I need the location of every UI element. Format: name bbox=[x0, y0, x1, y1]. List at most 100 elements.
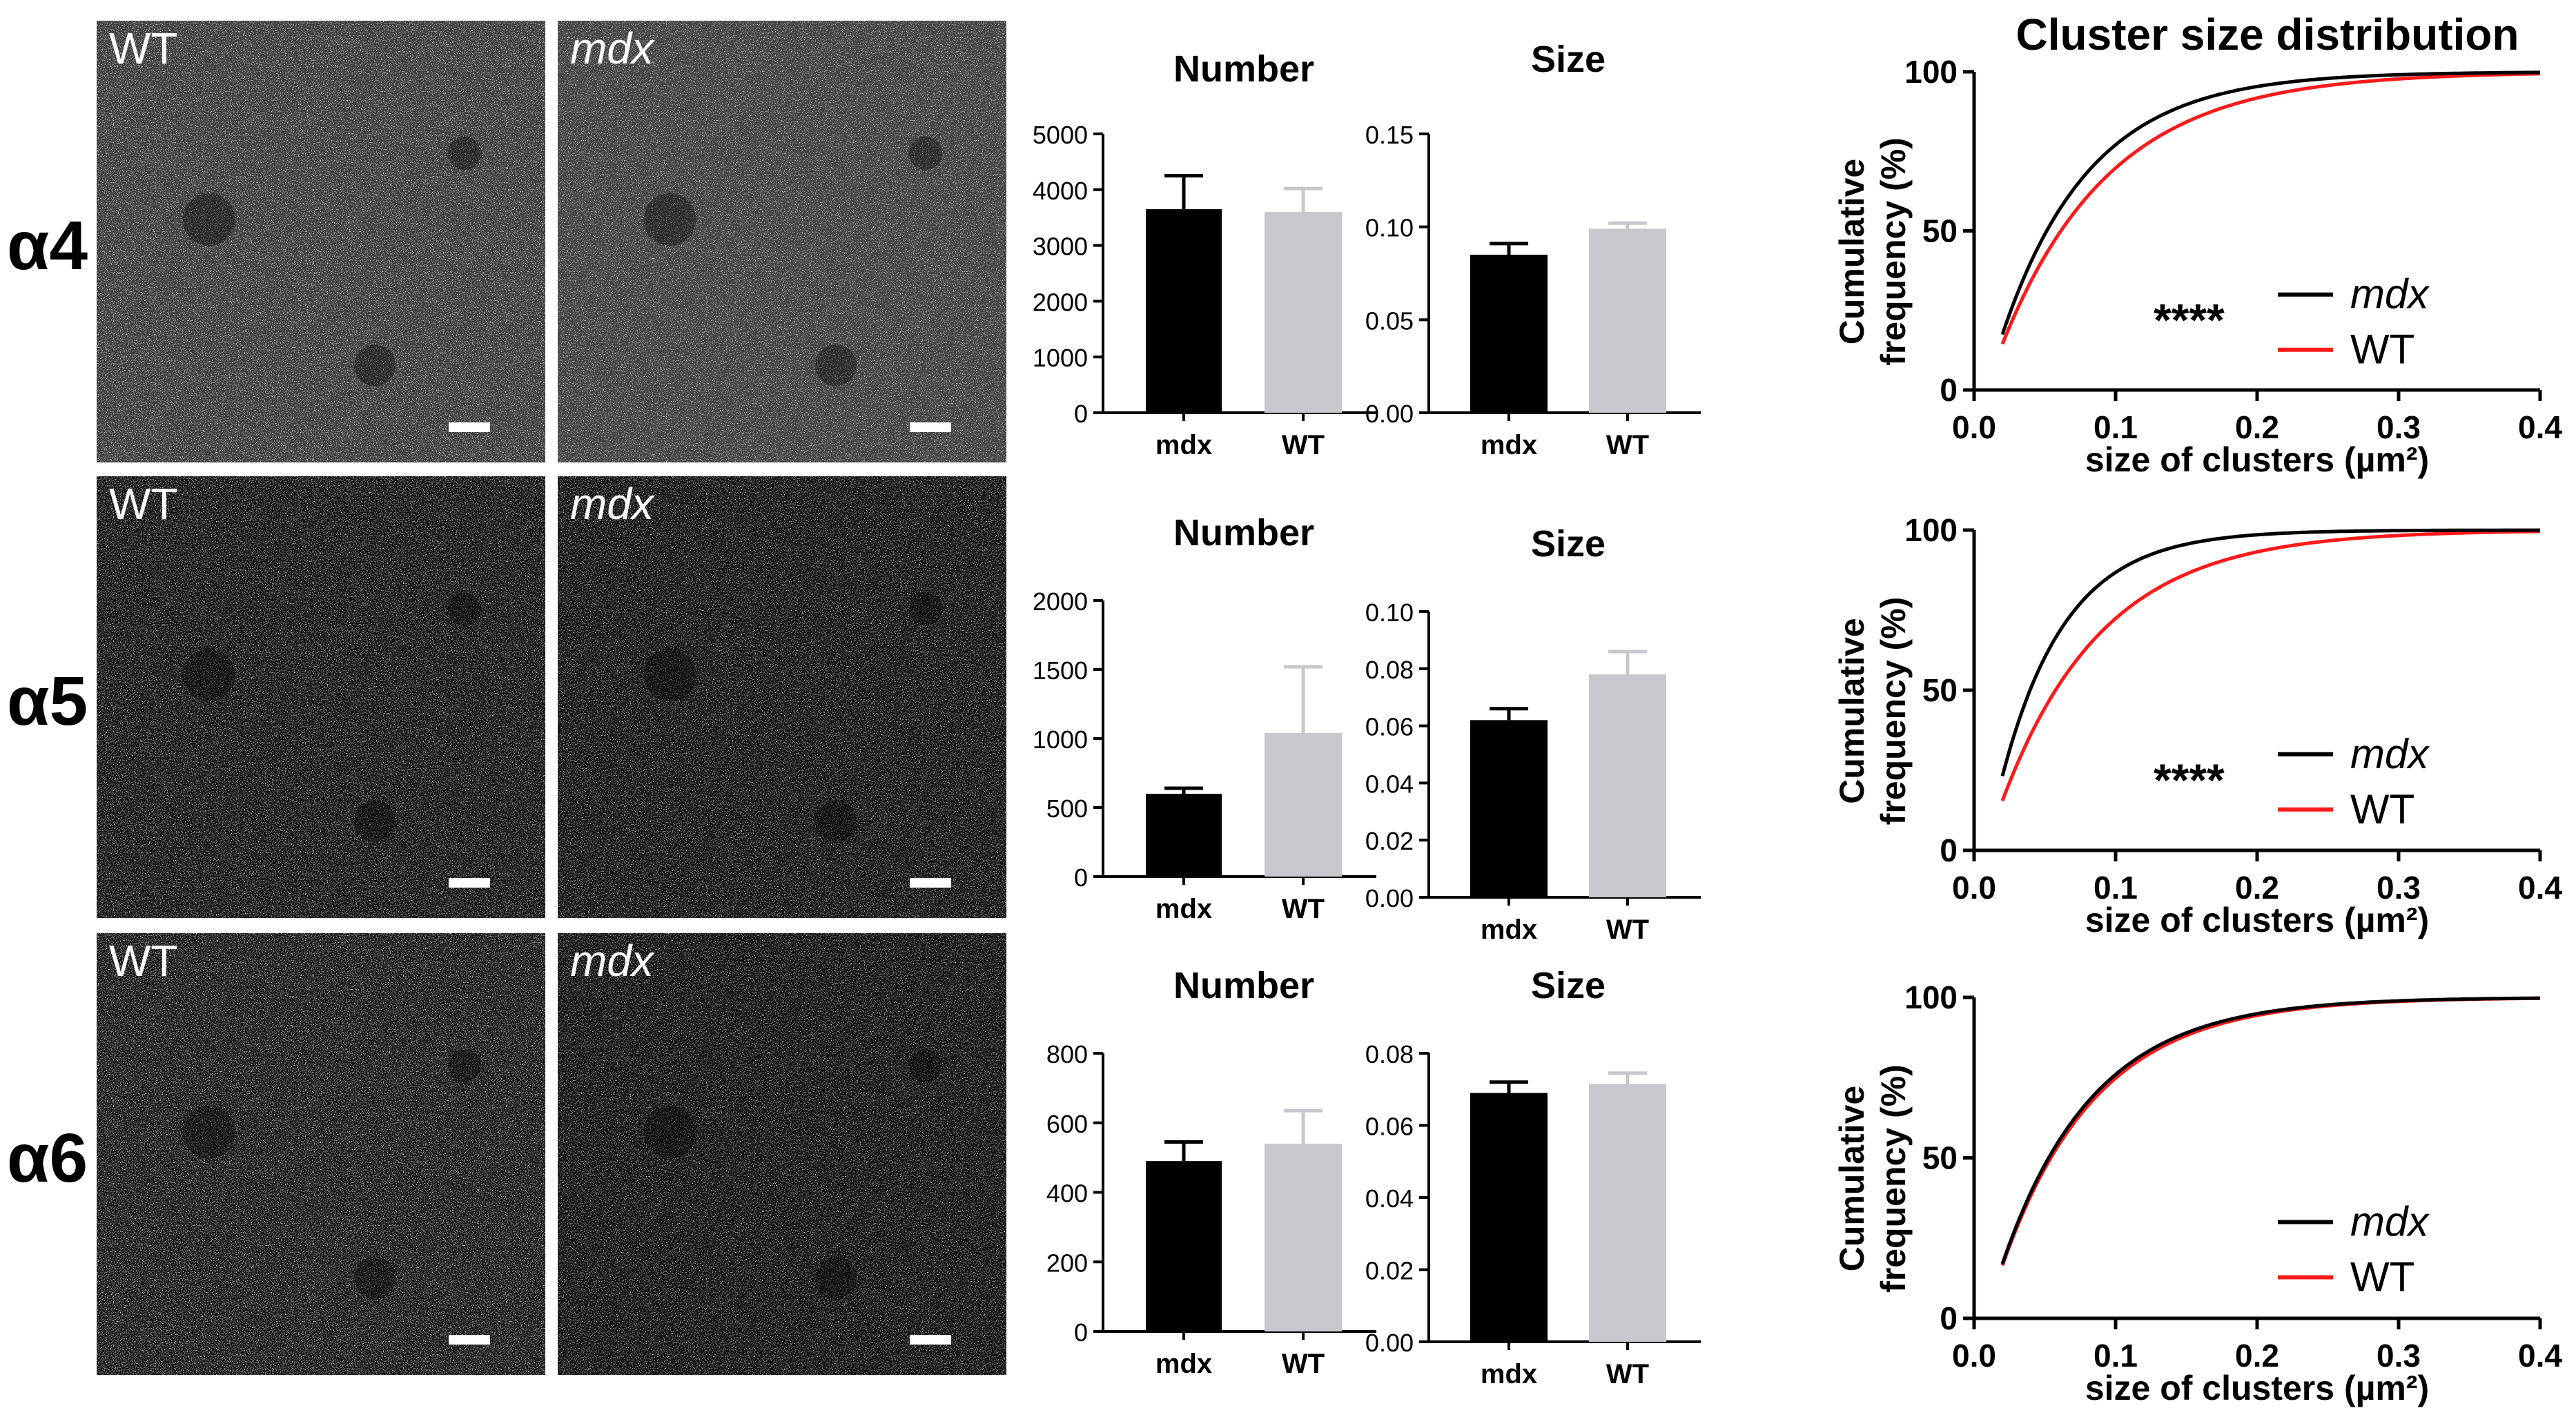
size-bar-wt bbox=[1589, 1084, 1666, 1342]
number-y-tick-label: 4000 bbox=[1033, 177, 1088, 205]
size-title: Size bbox=[1531, 523, 1606, 565]
number-chart: Number 0 200 400 600 800 mdx WT bbox=[1046, 965, 1376, 1379]
micrograph-speckle-texture bbox=[97, 933, 545, 1375]
size-bar-mdx bbox=[1470, 1093, 1548, 1342]
number-y-tick-label: 200 bbox=[1046, 1249, 1088, 1277]
size-chart: Size 0.00 0.02 0.04 0.06 0.08 0.10 mdx WT bbox=[1365, 523, 1701, 945]
scale-bar bbox=[449, 422, 490, 432]
micrograph-label: WT bbox=[109, 479, 178, 529]
cdf-x-tick-label: 0.4 bbox=[2518, 1338, 2562, 1374]
cdf-y-tick-label: 100 bbox=[1904, 979, 1958, 1015]
number-y-tick-label: 1000 bbox=[1033, 725, 1088, 754]
scale-bar bbox=[449, 878, 490, 888]
cdf-y-tick-label: 0 bbox=[1940, 1300, 1958, 1336]
cdf-x-tick-label: 0.1 bbox=[2094, 1338, 2138, 1374]
size-y-tick-label: 0.05 bbox=[1365, 306, 1414, 335]
cdf-x-tick-label: 0.3 bbox=[2377, 1338, 2421, 1374]
micrograph-dark-spot bbox=[815, 1257, 857, 1299]
micrograph-dark-spot bbox=[448, 137, 481, 170]
size-chart: Size 0.00 0.05 0.10 0.15 mdx WT bbox=[1365, 39, 1701, 460]
micrograph-dark-spot bbox=[182, 1106, 235, 1158]
cdf-y-axis-label-line2: frequency (%) bbox=[1874, 597, 1913, 826]
size-y-tick-label: 0.10 bbox=[1365, 598, 1414, 627]
number-y-tick-label: 1000 bbox=[1033, 344, 1088, 372]
row-label: α5 bbox=[7, 663, 88, 740]
cdf-x-tick-label: 0.2 bbox=[2235, 409, 2279, 445]
cdf-y-tick-label: 100 bbox=[1904, 54, 1958, 90]
number-y-tick-label: 5000 bbox=[1033, 121, 1088, 149]
micrograph-dark-spot bbox=[182, 193, 235, 246]
number-bar-mdx bbox=[1146, 794, 1222, 877]
cdf-y-tick-label: 0 bbox=[1940, 832, 1958, 868]
size-bar-mdx bbox=[1470, 720, 1548, 897]
number-y-tick-label: 500 bbox=[1046, 794, 1088, 823]
cdf-series-wt-line bbox=[2000, 529, 2541, 802]
number-x-tick-label: mdx bbox=[1155, 894, 1212, 924]
cdf-x-tick-label: 0.4 bbox=[2518, 870, 2562, 906]
number-x-tick-label: WT bbox=[1282, 430, 1325, 460]
micrograph-speckle-texture bbox=[558, 933, 1006, 1375]
scale-bar bbox=[910, 1335, 951, 1345]
micrograph-dark-spot bbox=[182, 649, 235, 701]
size-title: Size bbox=[1531, 39, 1606, 80]
cdf-x-tick-label: 0.3 bbox=[2377, 870, 2421, 906]
micrograph-dark-spot bbox=[909, 592, 942, 625]
size-x-tick-label: mdx bbox=[1481, 430, 1537, 460]
cdf-x-tick-label: 0.0 bbox=[1952, 1338, 1996, 1374]
number-y-tick-label: 800 bbox=[1046, 1040, 1088, 1068]
cdf-x-tick-label: 0.1 bbox=[2094, 870, 2138, 906]
micrograph-dark-spot bbox=[354, 344, 396, 387]
number-y-tick-label: 600 bbox=[1046, 1110, 1088, 1138]
size-y-tick-label: 0.08 bbox=[1365, 656, 1414, 684]
row-label: α4 bbox=[7, 207, 88, 284]
size-y-tick-label: 0.08 bbox=[1365, 1040, 1414, 1068]
cdf-x-tick-label: 0.1 bbox=[2094, 409, 2138, 445]
cdf-x-tick-label: 0.0 bbox=[1952, 870, 1996, 906]
cdf-legend-wt-label: WT bbox=[2350, 786, 2414, 832]
size-x-tick-label: WT bbox=[1606, 430, 1649, 460]
size-bar-wt bbox=[1589, 674, 1666, 897]
number-x-tick-label: WT bbox=[1282, 894, 1325, 924]
cdf-legend-mdx-label: mdx bbox=[2350, 1199, 2430, 1245]
cdf-legend-wt-label: WT bbox=[2350, 1254, 2414, 1300]
micrograph-label: WT bbox=[109, 936, 178, 986]
number-y-tick-label: 0 bbox=[1074, 400, 1088, 428]
scale-bar bbox=[449, 1335, 490, 1345]
cdf-y-tick-label: 100 bbox=[1904, 512, 1958, 548]
cdf-y-tick-label: 50 bbox=[1922, 213, 1958, 249]
micrograph-speckle-texture bbox=[97, 21, 545, 462]
number-chart: Number 0 500 1000 1500 2000 mdx WT bbox=[1033, 512, 1376, 924]
cdf-significance-marker: **** bbox=[2154, 754, 2225, 805]
cdf-x-axis-label: size of clusters (µm²) bbox=[2085, 901, 2429, 939]
cdf-y-axis-label-line2: frequency (%) bbox=[1874, 137, 1913, 366]
micrograph-label: mdx bbox=[570, 936, 655, 986]
size-y-tick-label: 0.15 bbox=[1365, 121, 1414, 149]
size-bar-mdx bbox=[1470, 255, 1548, 413]
size-y-tick-label: 0.04 bbox=[1365, 1184, 1414, 1213]
size-y-tick-label: 0.00 bbox=[1365, 884, 1414, 912]
number-bar-mdx bbox=[1146, 209, 1222, 413]
number-y-tick-label: 2000 bbox=[1033, 288, 1088, 316]
size-x-tick-label: WT bbox=[1606, 1359, 1649, 1389]
size-x-tick-label: mdx bbox=[1481, 1359, 1537, 1389]
micrograph-dark-spot bbox=[354, 800, 396, 842]
number-y-tick-label: 0 bbox=[1074, 1318, 1088, 1347]
number-y-tick-label: 400 bbox=[1046, 1180, 1088, 1208]
micrograph-speckle-texture bbox=[558, 476, 1006, 918]
size-y-tick-label: 0.06 bbox=[1365, 713, 1414, 741]
cdf-y-tick-label: 0 bbox=[1940, 372, 1958, 408]
cdf-y-axis-label-line1: Cumulative bbox=[1833, 159, 1871, 345]
number-title: Number bbox=[1173, 512, 1314, 554]
number-title: Number bbox=[1173, 48, 1314, 90]
cdf-x-tick-label: 0.2 bbox=[2235, 1338, 2279, 1374]
cdf-significance-marker: **** bbox=[2154, 295, 2225, 346]
number-y-tick-label: 1500 bbox=[1033, 656, 1088, 685]
micrograph-dark-spot bbox=[643, 649, 696, 701]
micrograph-label: WT bbox=[109, 23, 178, 73]
number-bar-wt bbox=[1265, 733, 1342, 877]
size-x-tick-label: WT bbox=[1606, 915, 1649, 945]
number-y-tick-label: 3000 bbox=[1033, 233, 1088, 261]
size-y-tick-label: 0.00 bbox=[1365, 400, 1414, 428]
cdf-y-axis-label-line2: frequency (%) bbox=[1874, 1064, 1913, 1293]
